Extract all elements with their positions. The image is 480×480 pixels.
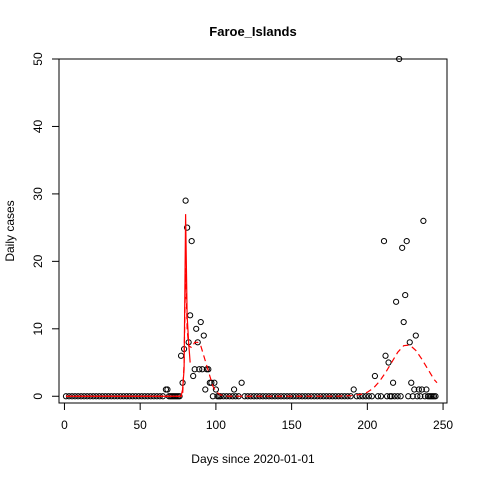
data-point [205, 366, 212, 373]
x-tick-label: 50 [133, 418, 147, 432]
data-point [200, 332, 207, 339]
y-axis: 0 10 20 30 40 50 [31, 52, 60, 400]
data-point [209, 393, 216, 400]
fit-line-solid [65, 214, 191, 397]
data-point [391, 393, 398, 400]
data-point [193, 325, 200, 332]
data-point [417, 393, 424, 400]
data-point [184, 224, 191, 231]
data-point [400, 318, 407, 326]
x-tick-label: 100 [206, 418, 226, 432]
data-point [202, 386, 209, 393]
data-point [388, 393, 395, 400]
chart-title: Faroe_Islands [209, 24, 296, 39]
data-point [359, 393, 366, 400]
data-point [182, 197, 189, 204]
x-axis-label: Days since 2020-01-01 [191, 452, 315, 466]
data-point [368, 393, 375, 400]
y-tick-label: 0 [31, 393, 45, 400]
data-point [188, 238, 195, 245]
y-tick-label: 50 [31, 52, 45, 66]
data-point [385, 359, 392, 366]
data-point [187, 312, 194, 319]
x-tick-label: 200 [357, 418, 377, 432]
data-point [177, 352, 185, 359]
data-point [397, 393, 404, 400]
data-points [62, 55, 439, 400]
data-point [432, 393, 439, 400]
data-point [190, 372, 197, 380]
data-point [405, 393, 412, 400]
data-point [394, 393, 401, 400]
data-point [365, 393, 372, 400]
data-point [211, 379, 218, 386]
data-point [356, 393, 363, 400]
x-axis: 0 50 100 150 200 250 [61, 402, 453, 432]
data-point [420, 217, 427, 224]
data-point [382, 352, 389, 359]
plot-frame [58, 58, 448, 404]
data-point [418, 386, 425, 393]
data-point [350, 386, 357, 393]
data-point [402, 291, 409, 299]
data-point [371, 372, 379, 380]
data-point [164, 386, 171, 393]
data-point [238, 379, 245, 386]
data-point [421, 393, 428, 400]
data-point [220, 393, 227, 400]
data-point [399, 244, 406, 251]
x-tick-label: 250 [433, 418, 453, 432]
y-tick-label: 40 [31, 119, 45, 133]
data-point [412, 332, 419, 339]
y-tick-label: 20 [31, 254, 45, 268]
y-tick-label: 30 [31, 187, 45, 201]
data-point [414, 393, 421, 400]
x-tick-label: 0 [61, 418, 68, 432]
data-point [396, 55, 403, 63]
data-point [423, 386, 430, 393]
data-point [217, 393, 224, 400]
data-point [408, 379, 415, 386]
data-point [353, 393, 360, 400]
data-point [197, 318, 204, 326]
x-tick-label: 150 [282, 418, 302, 432]
data-point [212, 386, 219, 393]
data-point [230, 386, 238, 393]
data-point [380, 238, 388, 245]
data-point [415, 386, 422, 393]
data-point [199, 366, 206, 373]
data-point [393, 298, 400, 305]
data-point [191, 366, 198, 373]
data-point [411, 386, 418, 393]
data-point [406, 339, 413, 346]
data-point [403, 238, 410, 245]
y-axis-label: Daily cases [3, 200, 17, 261]
data-point [196, 366, 203, 373]
data-point [377, 393, 385, 400]
fit-lines [65, 214, 438, 397]
data-point [374, 393, 382, 400]
fit-line-dashed [65, 268, 438, 397]
data-point [383, 393, 391, 400]
y-tick-label: 10 [31, 322, 45, 336]
data-point [409, 393, 416, 400]
data-point [362, 393, 369, 400]
data-point [389, 379, 397, 386]
